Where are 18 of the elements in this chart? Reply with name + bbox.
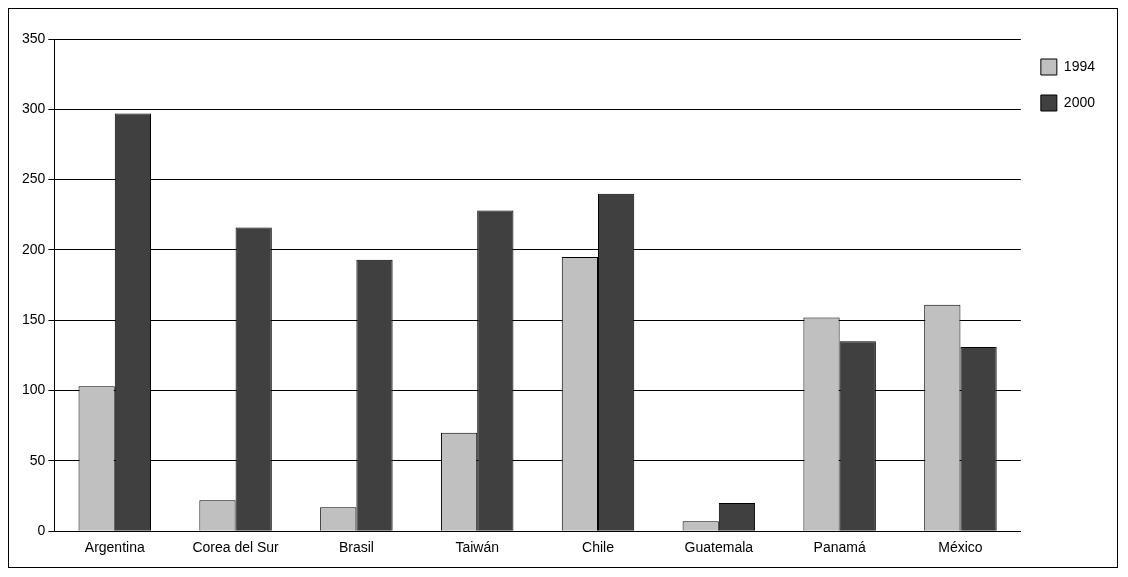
y-tick-label: 300 — [22, 100, 46, 117]
legend-label: 1994 — [1063, 57, 1096, 74]
x-tick-label: Taiwán — [455, 539, 499, 556]
x-tick-label: Panamá — [813, 539, 866, 556]
y-tick-label: 150 — [22, 311, 46, 328]
y-tick-label: 350 — [22, 29, 46, 46]
x-tick-label: Argentina — [84, 539, 145, 556]
y-tick-label: 200 — [22, 240, 46, 257]
x-tick-label: México — [938, 539, 983, 556]
legend-label: 2000 — [1063, 93, 1096, 110]
y-tick-label: 100 — [22, 381, 46, 398]
x-tick-label: Guatemala — [684, 539, 754, 556]
y-tick-label: 250 — [22, 170, 46, 187]
y-tick-label: 0 — [37, 522, 46, 539]
x-tick-label: Brasil — [338, 539, 374, 556]
x-tick-label: Chile — [582, 539, 615, 556]
x-tick-label: Corea del Sur — [192, 539, 280, 556]
y-tick-label: 50 — [29, 451, 46, 468]
